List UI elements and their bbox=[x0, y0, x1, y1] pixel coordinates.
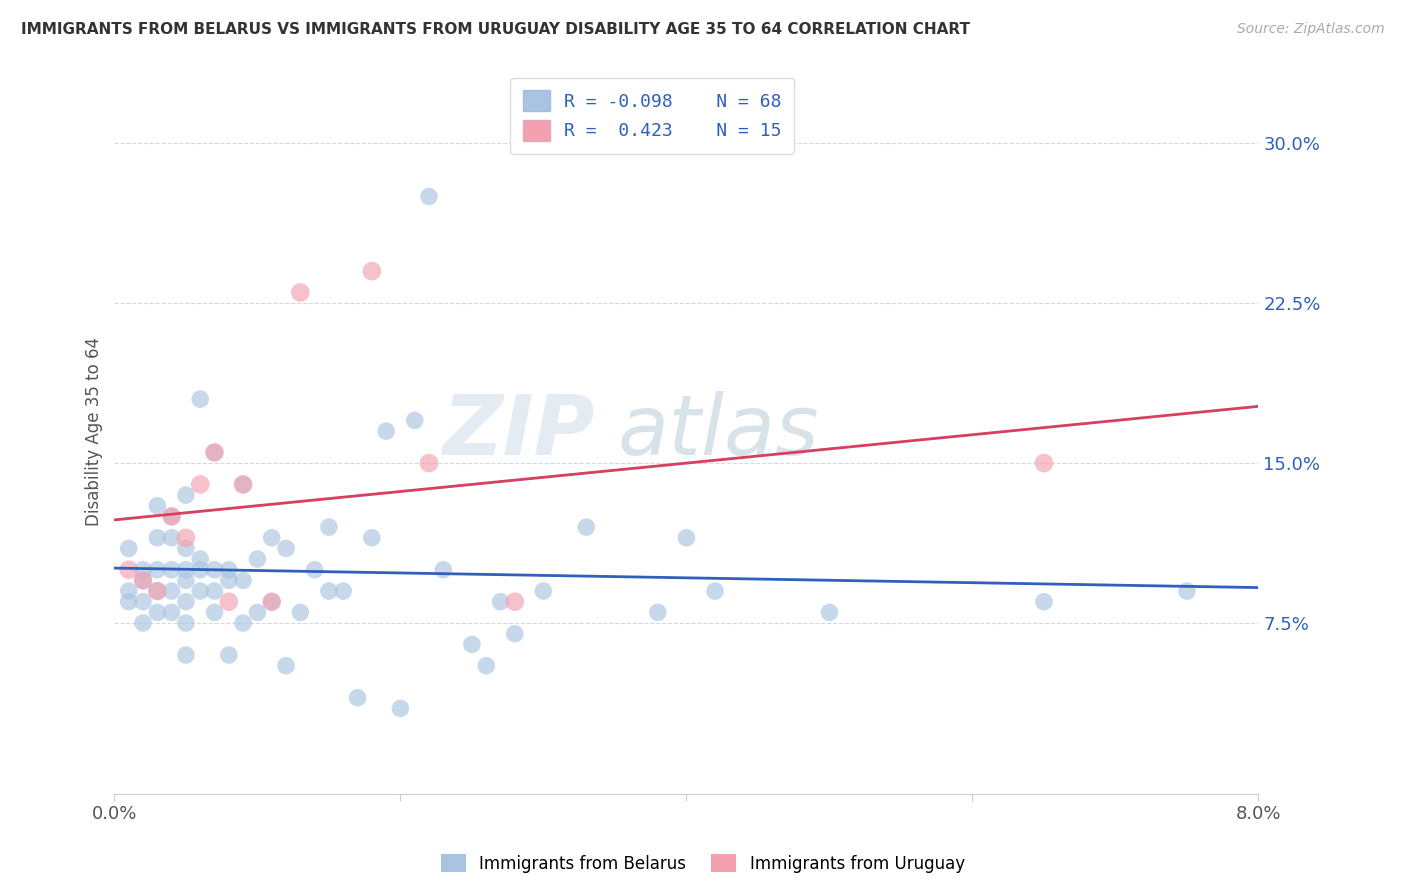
Point bbox=[360, 531, 382, 545]
Point bbox=[1175, 584, 1198, 599]
Point bbox=[318, 520, 340, 534]
Point bbox=[260, 595, 283, 609]
Point bbox=[132, 615, 155, 630]
Text: IMMIGRANTS FROM BELARUS VS IMMIGRANTS FROM URUGUAY DISABILITY AGE 35 TO 64 CORRE: IMMIGRANTS FROM BELARUS VS IMMIGRANTS FR… bbox=[21, 22, 970, 37]
Point bbox=[174, 574, 197, 588]
Point bbox=[418, 456, 440, 470]
Point bbox=[346, 690, 368, 705]
Point bbox=[232, 477, 254, 491]
Point bbox=[290, 285, 312, 300]
Point bbox=[274, 658, 297, 673]
Y-axis label: Disability Age 35 to 64: Disability Age 35 to 64 bbox=[86, 336, 103, 525]
Point bbox=[188, 392, 211, 406]
Point bbox=[246, 552, 269, 566]
Point bbox=[818, 606, 841, 620]
Point bbox=[647, 606, 669, 620]
Point bbox=[146, 606, 169, 620]
Point bbox=[360, 264, 382, 278]
Legend: Immigrants from Belarus, Immigrants from Uruguay: Immigrants from Belarus, Immigrants from… bbox=[434, 847, 972, 880]
Point bbox=[475, 658, 498, 673]
Point bbox=[160, 563, 183, 577]
Point bbox=[146, 563, 169, 577]
Text: ZIP: ZIP bbox=[443, 391, 595, 472]
Point bbox=[160, 531, 183, 545]
Point bbox=[232, 615, 254, 630]
Point bbox=[160, 509, 183, 524]
Point bbox=[188, 477, 211, 491]
Point bbox=[332, 584, 354, 599]
Point bbox=[290, 606, 312, 620]
Point bbox=[260, 595, 283, 609]
Point bbox=[204, 606, 226, 620]
Point bbox=[432, 563, 454, 577]
Point bbox=[318, 584, 340, 599]
Point bbox=[174, 648, 197, 662]
Point bbox=[132, 574, 155, 588]
Point bbox=[204, 584, 226, 599]
Point bbox=[489, 595, 512, 609]
Point bbox=[188, 563, 211, 577]
Point bbox=[146, 584, 169, 599]
Point bbox=[204, 563, 226, 577]
Point bbox=[1032, 456, 1054, 470]
Point bbox=[146, 531, 169, 545]
Point bbox=[218, 648, 240, 662]
Point bbox=[389, 701, 412, 715]
Point bbox=[675, 531, 697, 545]
Point bbox=[132, 595, 155, 609]
Point bbox=[503, 626, 526, 640]
Point bbox=[118, 541, 141, 556]
Point bbox=[160, 584, 183, 599]
Point bbox=[232, 477, 254, 491]
Point bbox=[146, 584, 169, 599]
Point bbox=[118, 595, 141, 609]
Point bbox=[174, 488, 197, 502]
Point bbox=[274, 541, 297, 556]
Point bbox=[218, 595, 240, 609]
Point bbox=[575, 520, 598, 534]
Point bbox=[160, 606, 183, 620]
Point bbox=[146, 499, 169, 513]
Point bbox=[503, 595, 526, 609]
Point bbox=[174, 595, 197, 609]
Point bbox=[188, 552, 211, 566]
Point bbox=[461, 637, 484, 651]
Point bbox=[704, 584, 727, 599]
Point bbox=[174, 563, 197, 577]
Point bbox=[260, 531, 283, 545]
Point bbox=[132, 563, 155, 577]
Text: atlas: atlas bbox=[617, 391, 820, 472]
Point bbox=[232, 574, 254, 588]
Point bbox=[160, 509, 183, 524]
Point bbox=[188, 584, 211, 599]
Point bbox=[174, 615, 197, 630]
Point bbox=[304, 563, 326, 577]
Point bbox=[533, 584, 555, 599]
Point bbox=[246, 606, 269, 620]
Point bbox=[132, 574, 155, 588]
Point bbox=[174, 541, 197, 556]
Point bbox=[174, 531, 197, 545]
Point bbox=[204, 445, 226, 459]
Point bbox=[404, 413, 426, 427]
Point bbox=[218, 574, 240, 588]
Text: Source: ZipAtlas.com: Source: ZipAtlas.com bbox=[1237, 22, 1385, 37]
Point bbox=[375, 424, 398, 438]
Legend: R = -0.098    N = 68, R =  0.423    N = 15: R = -0.098 N = 68, R = 0.423 N = 15 bbox=[510, 78, 794, 153]
Point bbox=[118, 584, 141, 599]
Point bbox=[118, 563, 141, 577]
Point bbox=[1032, 595, 1054, 609]
Point bbox=[418, 189, 440, 203]
Point bbox=[218, 563, 240, 577]
Point bbox=[204, 445, 226, 459]
